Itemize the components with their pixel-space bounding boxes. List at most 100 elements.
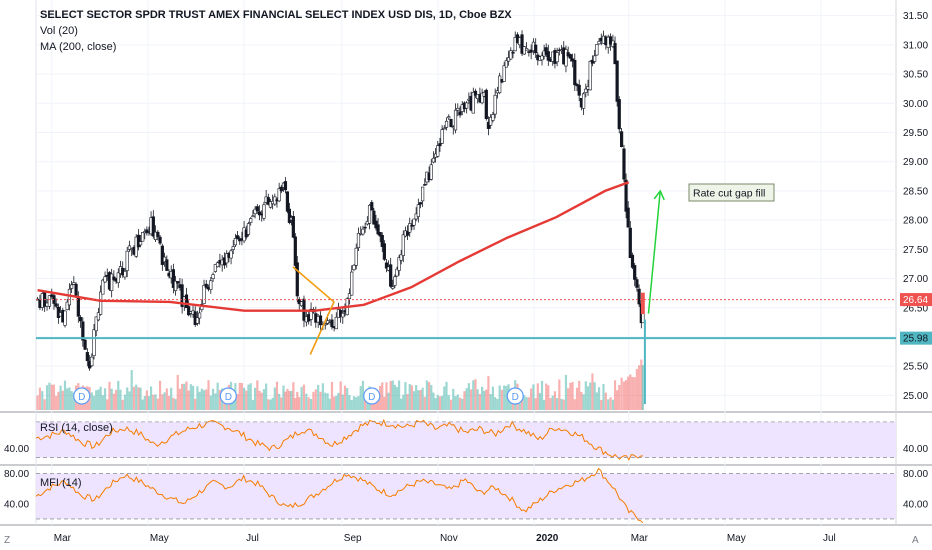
- volume-bar: [640, 359, 643, 410]
- volume-bar: [198, 391, 201, 410]
- volume-bar: [364, 393, 367, 410]
- volume-bar: [400, 398, 403, 410]
- volume-bar: [158, 380, 162, 410]
- candle-body: [367, 205, 372, 224]
- volume-bar: [90, 392, 93, 410]
- price-axis-label: 31.00: [903, 40, 928, 51]
- candle-body: [418, 202, 423, 205]
- candle-body: [453, 109, 458, 131]
- volume-bar: [355, 397, 358, 410]
- volume-bar: [294, 398, 297, 410]
- price-axis-label: 25.50: [903, 362, 928, 373]
- candle-body: [465, 102, 469, 109]
- time-axis[interactable]: Mar May Jul Sep Nov 2020 Mar May Jul: [54, 533, 836, 544]
- candle-body: [429, 164, 433, 180]
- volume-bar: [147, 396, 151, 410]
- volume-bar: [415, 385, 418, 410]
- candle-body: [127, 245, 132, 250]
- volume-bar: [119, 389, 122, 410]
- candle-body: [101, 279, 105, 295]
- volume-bar: [238, 382, 241, 410]
- wedge-pattern-drawing[interactable]: [292, 266, 335, 355]
- volume-bar: [245, 390, 248, 410]
- volume-bar: [218, 389, 222, 410]
- candle-body: [151, 216, 155, 237]
- volume-bar: [326, 393, 329, 410]
- volume-bar: [319, 391, 322, 410]
- gap-fill-arrow[interactable]: [647, 189, 665, 314]
- volume-bar: [469, 389, 473, 410]
- volume-bar: [523, 395, 526, 410]
- volume-bar: [391, 380, 394, 410]
- time-axis-label: Nov: [440, 533, 458, 544]
- volume-bar: [434, 398, 437, 410]
- volume-bar: [321, 383, 324, 410]
- dividend-marker-label: D: [225, 392, 232, 403]
- mfi-label[interactable]: MFI (14): [40, 477, 82, 489]
- volume-bar: [112, 393, 115, 410]
- candle-body: [285, 191, 290, 212]
- dividend-marker[interactable]: D: [506, 387, 524, 405]
- dividend-marker[interactable]: D: [363, 387, 381, 405]
- candle-body: [136, 234, 141, 248]
- candle-body: [216, 262, 220, 268]
- price-axis-label: 26.50: [903, 303, 928, 314]
- last-price-tag-background: [900, 293, 932, 307]
- candle-body: [257, 211, 262, 216]
- candle-body: [176, 281, 180, 284]
- candle-body: [158, 236, 162, 244]
- annotation-box[interactable]: Rate cut gap fill: [688, 183, 775, 202]
- volume-bar: [61, 390, 64, 410]
- ma-indicator-label[interactable]: MA (200, close): [40, 41, 116, 53]
- rsi-label[interactable]: RSI (14, close): [40, 422, 113, 434]
- ma-200-line: [37, 181, 630, 312]
- volume-bar: [604, 392, 607, 410]
- auto-scale-corner-button[interactable]: A: [912, 535, 919, 546]
- volume-bar: [196, 386, 199, 410]
- dividend-marker-label: D: [368, 392, 375, 403]
- dividend-marker[interactable]: D: [219, 387, 237, 405]
- volume-bar: [165, 388, 168, 410]
- volume-bar: [631, 376, 634, 410]
- candle-body: [233, 238, 238, 246]
- candle-body: [262, 204, 266, 219]
- candle-body: [354, 247, 358, 266]
- volume-bar: [436, 394, 439, 410]
- volume-bar: [70, 391, 73, 410]
- volume-bar: [247, 384, 250, 410]
- volume-bar: [481, 386, 484, 410]
- volume-bar: [591, 373, 594, 410]
- candle-body: [83, 339, 87, 350]
- volume-bar: [584, 381, 587, 410]
- volume-bar: [97, 389, 100, 410]
- volume-bar: [178, 388, 182, 410]
- candle-body: [81, 321, 85, 341]
- volume-bar: [189, 384, 192, 410]
- candle-body: [513, 37, 517, 52]
- volume-bar: [438, 396, 442, 410]
- volume-bar: [387, 392, 390, 410]
- volume-bar: [456, 394, 459, 410]
- volume-bar: [324, 392, 327, 410]
- volume-indicator-label[interactable]: Vol (20): [40, 25, 78, 37]
- candle-body: [410, 224, 414, 227]
- dividend-marker[interactable]: D: [73, 387, 91, 405]
- volume-bar: [452, 388, 455, 410]
- candle-body: [442, 127, 446, 130]
- volume-bar: [267, 399, 270, 410]
- candlestick-series[interactable]: [35, 30, 646, 405]
- candle-body: [444, 120, 449, 128]
- candle-body: [438, 143, 442, 147]
- candle-body: [94, 316, 98, 332]
- candle-body: [255, 206, 259, 212]
- candle-body: [249, 218, 253, 223]
- volume-bar: [383, 396, 386, 410]
- volume-bar: [57, 391, 60, 410]
- candle-body: [502, 65, 506, 82]
- candle-body: [184, 294, 189, 309]
- volume-bar: [567, 388, 570, 410]
- timezone-corner-label[interactable]: Z: [4, 535, 10, 546]
- volume-bar: [472, 380, 475, 410]
